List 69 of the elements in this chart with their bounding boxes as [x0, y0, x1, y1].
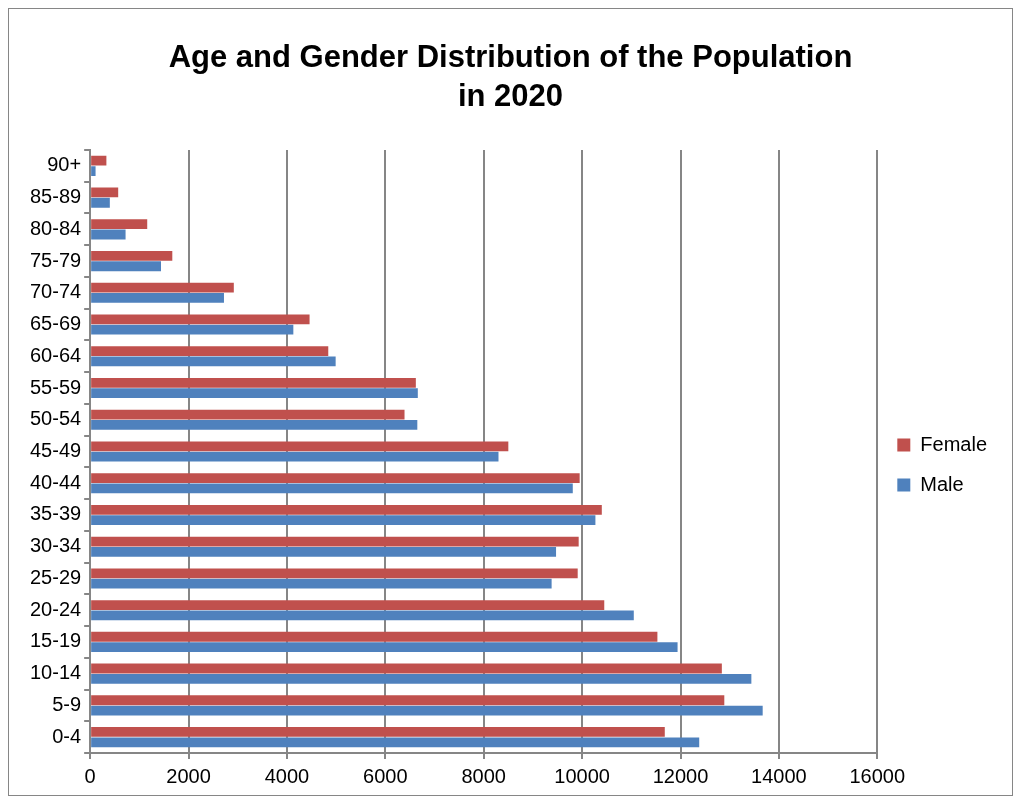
x-tick-label: 2000 [166, 764, 211, 787]
bar [91, 610, 634, 621]
legend-label: Male [920, 472, 964, 495]
bar [91, 293, 224, 303]
bar [91, 356, 336, 367]
bar [91, 631, 658, 642]
bar [91, 673, 752, 684]
bar [91, 409, 405, 420]
bar [91, 346, 329, 357]
bar [91, 229, 126, 240]
x-tick-label: 8000 [461, 764, 506, 787]
y-tick-label: 60-64 [30, 343, 82, 366]
bar [91, 420, 418, 430]
bar [91, 536, 579, 547]
x-tick-label: 10000 [554, 764, 610, 787]
y-tick-label: 55-59 [30, 375, 82, 398]
x-tick-label: 12000 [652, 764, 709, 787]
y-tick-label: 45-49 [30, 439, 82, 462]
bar [91, 568, 578, 579]
bar [91, 388, 418, 399]
bar [91, 219, 148, 230]
y-tick-label: 30-34 [30, 534, 82, 557]
chart-title: Age and Gender Distribution of the Population in 2020 [167, 38, 854, 115]
bar [91, 282, 234, 293]
bar [91, 600, 605, 610]
x-tick-label: 16000 [849, 764, 906, 787]
bar [91, 663, 722, 674]
bar [91, 377, 416, 388]
x-tick-label: 4000 [264, 764, 310, 787]
y-tick-label: 40-44 [30, 470, 82, 493]
bar [91, 515, 596, 526]
bar [91, 324, 294, 335]
x-tick-label: 6000 [363, 764, 408, 787]
x-tick-label: 0 [84, 764, 96, 787]
y-tick-label: 70-74 [30, 280, 82, 303]
bar [91, 642, 678, 652]
bar [91, 546, 557, 557]
bar [91, 261, 161, 272]
y-tick-label: 25-29 [30, 565, 82, 588]
y-tick-label: 80-84 [30, 216, 82, 239]
y-tick-label: 85-89 [30, 185, 82, 208]
bar [91, 314, 310, 325]
x-tick-label: 14000 [751, 764, 807, 787]
y-tick-label: 35-39 [30, 502, 82, 525]
y-tick-label: 75-79 [30, 248, 82, 271]
bar [91, 451, 499, 462]
bar [91, 727, 665, 737]
y-tick-label: 50-54 [30, 407, 82, 430]
y-tick-label: 15-19 [30, 629, 82, 652]
bar [91, 578, 552, 589]
y-tick-label: 90+ [47, 153, 82, 176]
y-tick-label: 10-14 [30, 661, 82, 684]
y-tick-label: 5-9 [52, 692, 82, 715]
legend-label: Female [920, 432, 988, 455]
bar [91, 473, 580, 483]
bar [91, 251, 173, 261]
bar [91, 441, 509, 452]
bar [91, 695, 725, 706]
bar [91, 166, 96, 176]
bar [91, 197, 110, 208]
bar [91, 155, 107, 166]
bar [91, 483, 573, 494]
y-tick-label: 65-69 [30, 312, 82, 335]
bar [91, 187, 119, 198]
y-tick-label: 20-24 [30, 597, 82, 620]
bar [91, 504, 602, 515]
bar [91, 737, 700, 748]
y-tick-label: 0-4 [52, 724, 82, 747]
bar [91, 705, 763, 716]
